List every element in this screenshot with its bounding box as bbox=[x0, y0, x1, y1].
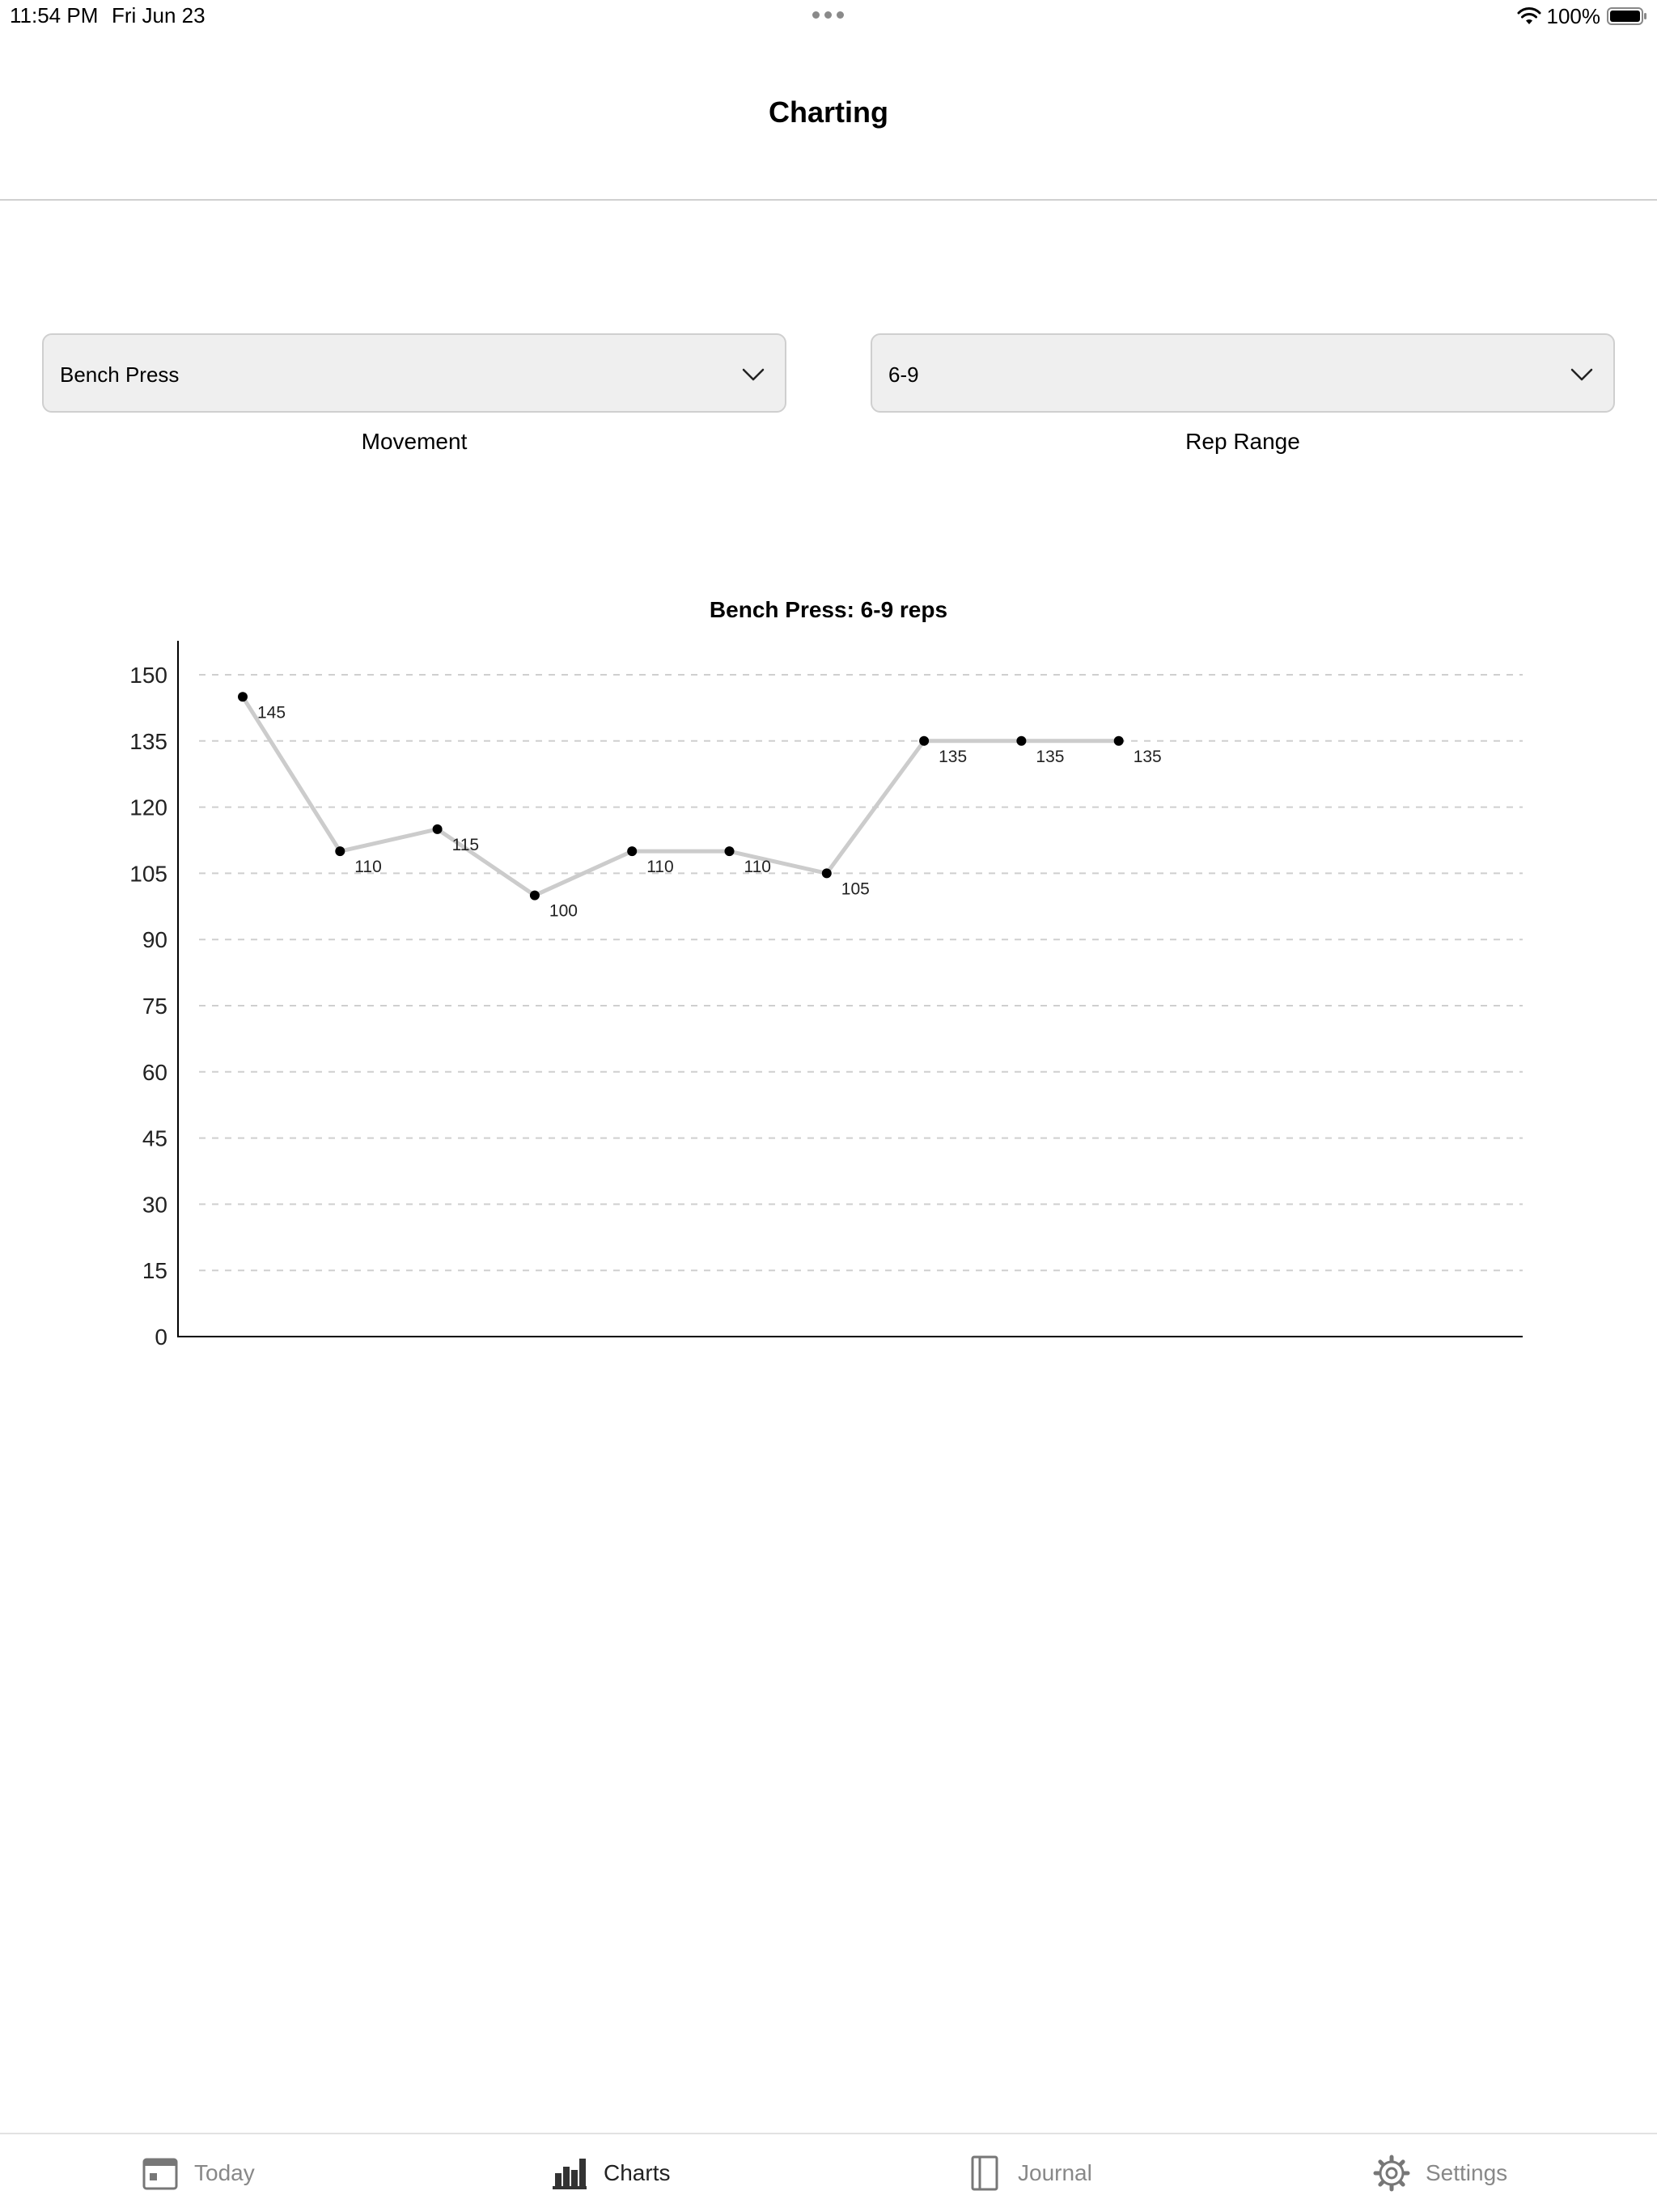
data-label: 135 bbox=[1134, 748, 1162, 766]
battery-percentage: 100% bbox=[1546, 3, 1601, 28]
y-tick-label: 90 bbox=[142, 927, 167, 952]
movement-select[interactable]: Bench Press bbox=[42, 333, 786, 413]
data-label: 110 bbox=[646, 858, 673, 876]
battery-icon bbox=[1607, 7, 1646, 25]
y-tick-label: 0 bbox=[155, 1324, 167, 1350]
chevron-down-icon bbox=[1570, 368, 1593, 381]
tab-journal-label: Journal bbox=[1018, 2160, 1092, 2185]
data-label: 135 bbox=[1036, 748, 1064, 766]
tab-settings[interactable]: Settings bbox=[1372, 2134, 1507, 2212]
data-point bbox=[335, 846, 345, 857]
status-time: 11:54 PM bbox=[10, 3, 99, 28]
y-tick-label: 60 bbox=[142, 1060, 167, 1085]
status-indicators: 100% bbox=[1516, 3, 1648, 29]
tab-journal[interactable]: Journal bbox=[964, 2134, 1092, 2212]
y-tick-label: 150 bbox=[129, 663, 167, 688]
multitasking-dots-icon[interactable] bbox=[812, 11, 845, 19]
chart-title: Bench Press: 6-9 reps bbox=[709, 597, 948, 622]
bar-chart-icon bbox=[553, 2159, 587, 2189]
rep-range-select[interactable]: 6-9 bbox=[871, 333, 1615, 413]
y-tick-label: 15 bbox=[142, 1258, 167, 1283]
y-tick-label: 45 bbox=[142, 1126, 167, 1151]
tab-charts-label: Charts bbox=[604, 2160, 671, 2185]
y-tick-label: 30 bbox=[142, 1192, 167, 1217]
data-point bbox=[529, 890, 540, 900]
tab-settings-label: Settings bbox=[1426, 2160, 1508, 2185]
y-tick-label: 75 bbox=[142, 994, 167, 1019]
data-point bbox=[627, 846, 638, 857]
data-label: 145 bbox=[257, 703, 286, 722]
tab-bar: Today Charts Journal Settin bbox=[0, 2133, 1657, 2212]
status-bar: 11:54 PM Fri Jun 23 100% bbox=[0, 0, 1657, 32]
y-tick-label: 105 bbox=[129, 861, 167, 886]
calendar-icon bbox=[142, 2158, 178, 2190]
book-icon bbox=[971, 2155, 998, 2191]
wifi-icon bbox=[1517, 7, 1540, 24]
data-point bbox=[1016, 735, 1027, 746]
data-label: 135 bbox=[939, 748, 967, 766]
data-point bbox=[919, 735, 930, 746]
movement-select-value: Bench Press bbox=[60, 362, 180, 387]
series-line bbox=[240, 695, 1119, 898]
tab-today[interactable]: Today bbox=[141, 2134, 255, 2212]
tab-today-label: Today bbox=[194, 2160, 255, 2185]
page-title: Charting bbox=[769, 95, 888, 129]
rep-range-select-value: 6-9 bbox=[888, 362, 919, 387]
status-date: Fri Jun 23 bbox=[112, 3, 206, 28]
data-point bbox=[821, 868, 832, 879]
gear-icon bbox=[1373, 2155, 1410, 2192]
data-point bbox=[238, 692, 248, 702]
data-point bbox=[432, 824, 443, 834]
data-label: 105 bbox=[841, 879, 870, 898]
tab-charts[interactable]: Charts bbox=[550, 2134, 670, 2212]
data-label: 110 bbox=[354, 858, 381, 876]
y-tick-label: 135 bbox=[129, 729, 167, 754]
rep-range-label: Rep Range bbox=[1185, 429, 1300, 454]
data-point bbox=[724, 846, 735, 857]
header-divider bbox=[0, 199, 1657, 201]
data-label: 115 bbox=[452, 836, 479, 854]
chevron-down-icon bbox=[742, 368, 765, 381]
data-label: 110 bbox=[744, 858, 771, 876]
data-label: 100 bbox=[549, 902, 578, 921]
y-tick-label: 120 bbox=[129, 795, 167, 820]
movement-label: Movement bbox=[361, 429, 468, 454]
data-point bbox=[1113, 735, 1124, 746]
